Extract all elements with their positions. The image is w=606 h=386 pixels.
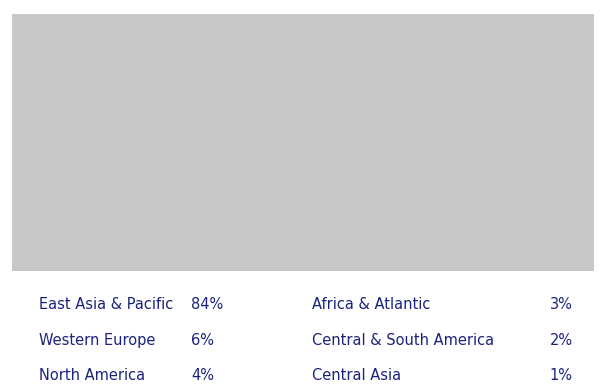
Text: Central & South America: Central & South America xyxy=(312,333,494,348)
Text: 2%: 2% xyxy=(550,333,573,348)
Text: Western Europe: Western Europe xyxy=(39,333,156,348)
Text: 6%: 6% xyxy=(191,333,214,348)
Text: Africa & Atlantic: Africa & Atlantic xyxy=(312,298,430,312)
Text: 84%: 84% xyxy=(191,298,223,312)
Text: East Asia & Pacific: East Asia & Pacific xyxy=(39,298,174,312)
Text: North America: North America xyxy=(39,368,145,383)
Text: 4%: 4% xyxy=(191,368,214,383)
Text: Central Asia: Central Asia xyxy=(312,368,401,383)
Text: 3%: 3% xyxy=(550,298,573,312)
Text: 1%: 1% xyxy=(550,368,573,383)
